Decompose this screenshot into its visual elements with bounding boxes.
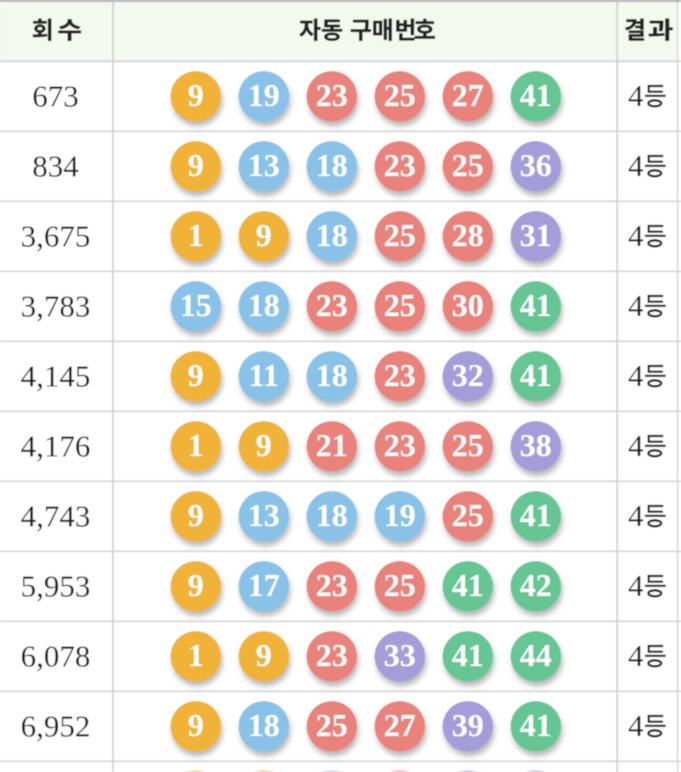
svg-text:15: 15	[180, 287, 212, 323]
svg-text:9: 9	[256, 217, 272, 253]
svg-text:41: 41	[520, 497, 552, 533]
svg-text:5,953: 5,953	[21, 569, 91, 604]
svg-text:25: 25	[452, 427, 484, 463]
svg-text:28: 28	[452, 217, 484, 253]
svg-text:27: 27	[384, 707, 416, 743]
svg-text:4: 4	[628, 288, 644, 323]
svg-text:4: 4	[628, 148, 644, 183]
svg-text:1: 1	[188, 217, 204, 253]
svg-text:18: 18	[316, 217, 348, 253]
svg-text:19: 19	[248, 77, 280, 113]
svg-text:9: 9	[256, 637, 272, 673]
svg-text:9: 9	[188, 147, 204, 183]
svg-text:32: 32	[452, 357, 484, 393]
svg-text:4: 4	[628, 78, 644, 113]
svg-text:23: 23	[316, 77, 348, 113]
svg-text:4: 4	[628, 428, 644, 463]
svg-text:673: 673	[32, 79, 79, 114]
svg-text:25: 25	[384, 567, 416, 603]
svg-text:39: 39	[452, 707, 484, 743]
svg-text:41: 41	[520, 707, 552, 743]
svg-text:30: 30	[452, 287, 484, 323]
svg-text:18: 18	[248, 707, 280, 743]
svg-text:18: 18	[316, 147, 348, 183]
svg-text:4: 4	[628, 638, 644, 673]
svg-text:4: 4	[628, 358, 644, 393]
svg-text:17: 17	[248, 567, 280, 603]
svg-text:25: 25	[316, 707, 348, 743]
svg-text:9: 9	[188, 707, 204, 743]
svg-text:9: 9	[188, 497, 204, 533]
svg-text:4,743: 4,743	[21, 499, 91, 534]
svg-text:25: 25	[384, 217, 416, 253]
svg-text:38: 38	[520, 427, 552, 463]
svg-text:13: 13	[248, 497, 280, 533]
svg-text:1: 1	[188, 637, 204, 673]
svg-text:25: 25	[384, 287, 416, 323]
svg-text:33: 33	[384, 637, 416, 673]
svg-text:21: 21	[316, 427, 348, 463]
svg-text:19: 19	[384, 497, 416, 533]
svg-text:41: 41	[520, 77, 552, 113]
svg-text:25: 25	[452, 147, 484, 183]
svg-text:41: 41	[452, 567, 484, 603]
svg-text:41: 41	[520, 357, 552, 393]
svg-text:23: 23	[316, 567, 348, 603]
svg-text:25: 25	[384, 77, 416, 113]
svg-text:9: 9	[188, 567, 204, 603]
svg-text:25: 25	[452, 497, 484, 533]
svg-text:4: 4	[628, 498, 644, 533]
svg-text:3,783: 3,783	[21, 289, 91, 324]
svg-text:23: 23	[384, 357, 416, 393]
svg-text:41: 41	[520, 287, 552, 323]
svg-text:834: 834	[32, 149, 79, 184]
svg-text:4: 4	[628, 708, 644, 743]
svg-text:44: 44	[520, 637, 552, 673]
svg-text:4: 4	[628, 568, 644, 603]
svg-text:18: 18	[316, 497, 348, 533]
svg-text:6,078: 6,078	[21, 639, 91, 674]
svg-text:23: 23	[384, 147, 416, 183]
svg-text:4,176: 4,176	[21, 429, 91, 464]
svg-text:18: 18	[316, 357, 348, 393]
svg-text:31: 31	[520, 217, 552, 253]
svg-text:41: 41	[452, 637, 484, 673]
svg-text:23: 23	[316, 637, 348, 673]
svg-text:1: 1	[188, 427, 204, 463]
svg-text:9: 9	[188, 77, 204, 113]
svg-text:6,952: 6,952	[21, 709, 91, 744]
svg-text:4: 4	[628, 218, 644, 253]
svg-text:36: 36	[520, 147, 552, 183]
svg-text:23: 23	[316, 287, 348, 323]
svg-text:3,675: 3,675	[21, 219, 91, 254]
svg-text:4,145: 4,145	[21, 359, 91, 394]
svg-text:11: 11	[249, 357, 279, 393]
svg-text:18: 18	[248, 287, 280, 323]
svg-text:23: 23	[384, 427, 416, 463]
svg-text:9: 9	[188, 357, 204, 393]
svg-text:42: 42	[520, 567, 552, 603]
svg-text:27: 27	[452, 77, 484, 113]
svg-text:13: 13	[248, 147, 280, 183]
svg-text:9: 9	[256, 427, 272, 463]
